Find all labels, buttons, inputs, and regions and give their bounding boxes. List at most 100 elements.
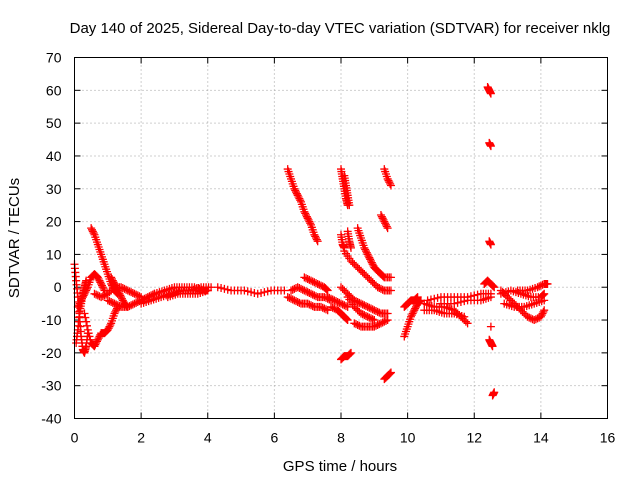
data-point xyxy=(382,222,391,231)
data-point xyxy=(539,290,548,299)
data-point xyxy=(490,283,499,292)
data-point xyxy=(257,288,266,297)
data-point xyxy=(303,288,312,297)
data-point xyxy=(361,311,370,320)
data-point xyxy=(525,313,534,322)
data-point xyxy=(533,314,542,323)
data-point xyxy=(297,284,306,293)
data-point xyxy=(423,296,432,305)
data-point xyxy=(486,142,495,151)
data-point xyxy=(343,316,352,325)
data-point xyxy=(460,297,469,306)
data-point xyxy=(350,319,359,328)
data-point xyxy=(426,295,435,304)
series-arc-twelve-c xyxy=(485,237,495,249)
data-point xyxy=(105,297,114,306)
data-point xyxy=(453,298,462,307)
series-arc-eight-b xyxy=(340,171,354,210)
data-point xyxy=(217,284,226,293)
data-point xyxy=(373,307,382,316)
data-point xyxy=(543,279,552,288)
data-point xyxy=(122,301,131,310)
data-point xyxy=(318,303,327,312)
data-point xyxy=(113,301,122,310)
data-point xyxy=(523,312,532,321)
data-point xyxy=(486,240,495,249)
data-point xyxy=(460,312,469,321)
data-point xyxy=(461,317,470,326)
grid xyxy=(74,57,608,419)
data-point xyxy=(386,286,395,295)
data-point xyxy=(430,294,439,303)
series-arc-six-b xyxy=(283,293,332,315)
series-arc-nine-a xyxy=(380,165,395,190)
data-point xyxy=(346,348,355,357)
data-point xyxy=(327,302,336,311)
data-point xyxy=(303,299,312,308)
series-arc-ten-f xyxy=(436,293,495,308)
data-point xyxy=(335,298,344,307)
data-point xyxy=(317,302,326,311)
data-point xyxy=(110,299,119,308)
data-point xyxy=(340,301,349,310)
plot-frame xyxy=(74,57,608,419)
series-arc-twelve-e xyxy=(486,322,495,331)
data-point xyxy=(490,388,499,397)
data-point xyxy=(456,297,465,306)
data-point xyxy=(307,276,316,285)
data-point xyxy=(355,298,364,307)
series-arc-twelve-f xyxy=(488,388,499,400)
data-point xyxy=(303,275,312,284)
data-point xyxy=(260,288,269,297)
data-point xyxy=(99,284,108,293)
data-point xyxy=(308,277,317,286)
data-point xyxy=(328,303,337,312)
data-point xyxy=(305,300,314,309)
data-point xyxy=(346,349,355,358)
data-point xyxy=(386,273,395,282)
data-point xyxy=(82,321,91,330)
series-arc-six-d xyxy=(300,273,332,295)
data-point xyxy=(108,298,117,307)
x-tick-label: 0 xyxy=(71,430,79,446)
data-point xyxy=(148,290,157,299)
data-point xyxy=(122,285,131,294)
data-point xyxy=(463,319,472,328)
y-tick-label: 0 xyxy=(54,279,62,295)
data-point xyxy=(307,289,316,298)
data-point xyxy=(290,296,299,305)
data-point xyxy=(283,293,292,302)
data-point xyxy=(98,292,107,301)
data-point xyxy=(486,293,495,302)
data-point xyxy=(530,316,539,325)
data-point xyxy=(306,219,315,228)
data-point xyxy=(313,279,322,288)
data-point xyxy=(373,320,382,329)
data-point xyxy=(305,288,314,297)
data-point xyxy=(112,300,121,309)
data-point xyxy=(327,294,336,303)
data-point xyxy=(360,301,369,310)
data-point xyxy=(82,317,91,326)
data-point xyxy=(145,292,154,301)
data-point xyxy=(328,295,337,304)
data-point xyxy=(287,294,296,303)
series-arc-mid-d xyxy=(213,283,289,298)
data-point xyxy=(488,342,497,351)
data-point xyxy=(322,284,331,293)
data-point xyxy=(123,302,132,311)
series-arc-mid-c xyxy=(163,286,212,302)
data-point xyxy=(363,302,372,311)
data-point xyxy=(375,320,384,329)
data-point xyxy=(213,283,222,292)
data-point xyxy=(371,321,380,330)
data-point xyxy=(323,293,332,302)
data-point xyxy=(317,281,326,290)
series-arc-eight-g xyxy=(343,293,379,325)
data-point xyxy=(366,314,375,323)
data-point xyxy=(325,293,334,302)
series-arc-early-d xyxy=(80,302,122,351)
data-point xyxy=(536,281,545,290)
data-point xyxy=(345,350,354,359)
data-point xyxy=(376,319,385,328)
